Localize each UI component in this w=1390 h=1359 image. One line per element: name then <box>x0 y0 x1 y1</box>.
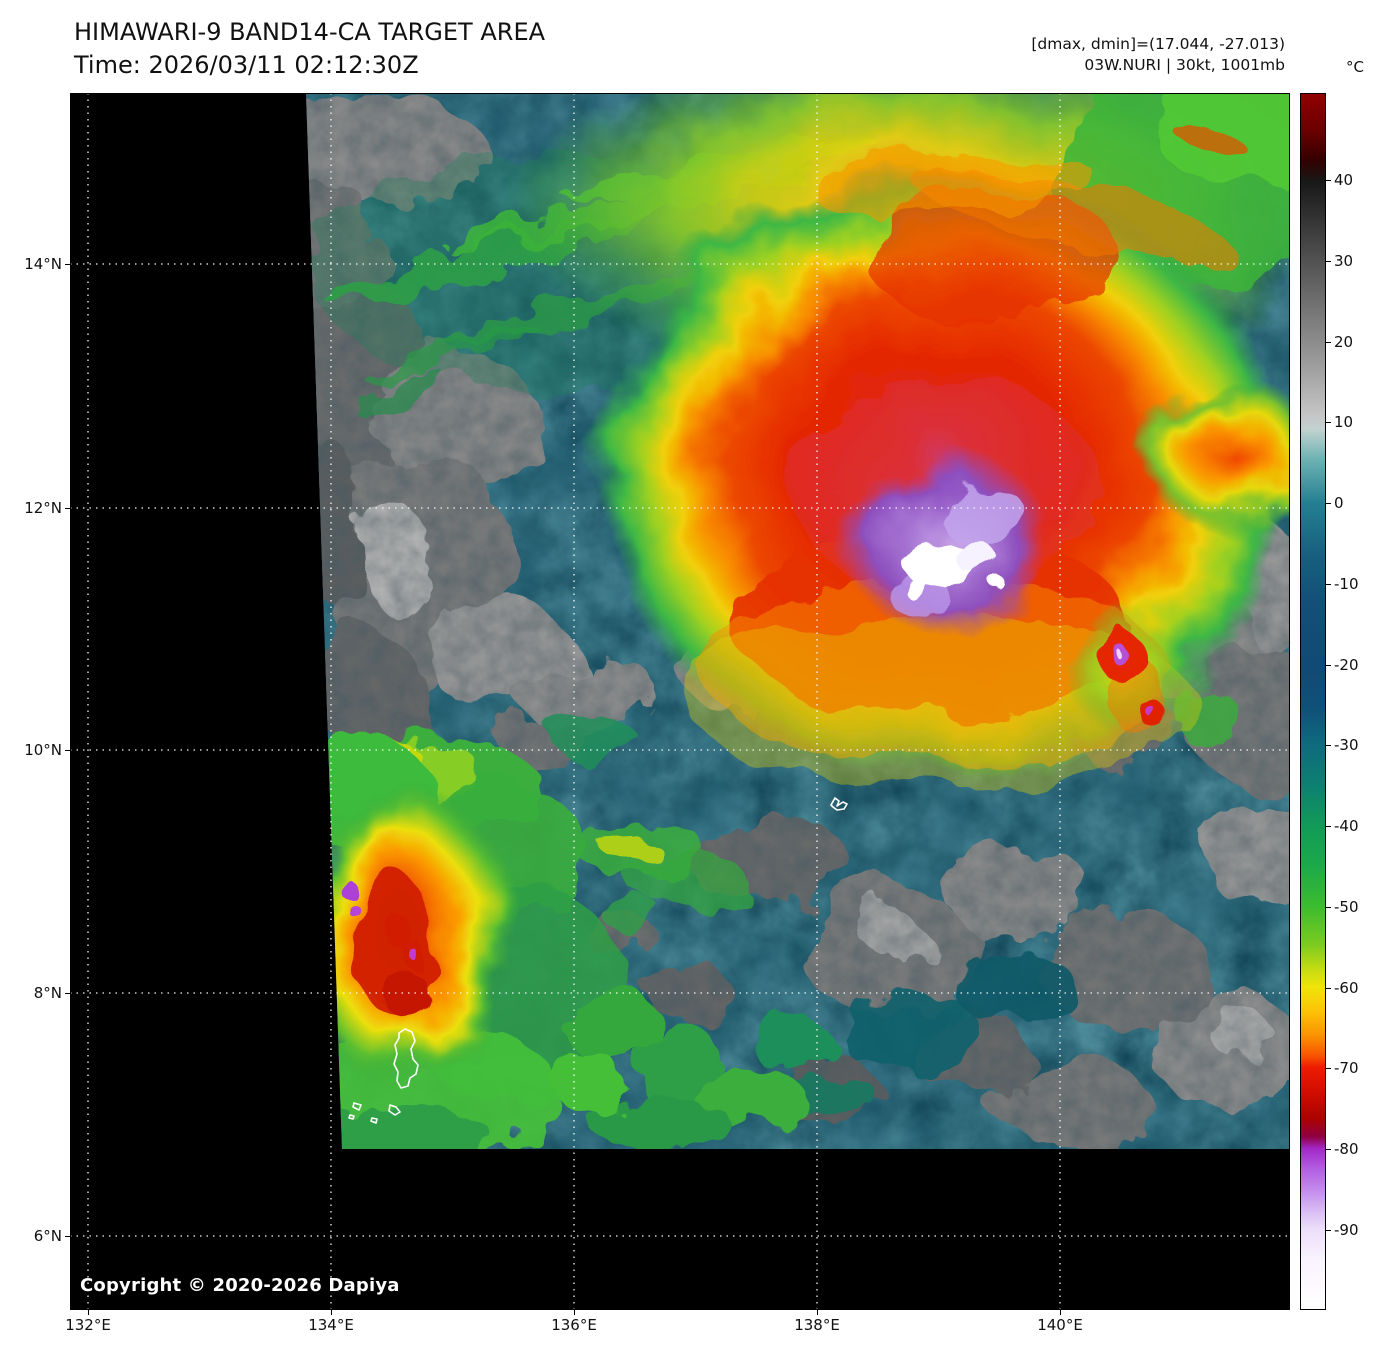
x-axis-tick-label: 138°E <box>794 1316 840 1334</box>
data-swath <box>306 93 1290 1149</box>
colorbar-tick-label: -90 <box>1334 1221 1359 1239</box>
colorbar-tick <box>1326 988 1331 989</box>
copyright-text: Copyright © 2020-2026 Dapiya <box>80 1275 400 1296</box>
title-block: HIMAWARI-9 BAND14-CA TARGET AREA Time: 2… <box>74 16 545 82</box>
teal-cloud-layer <box>550 708 1080 1113</box>
colorbar-tick <box>1326 422 1331 423</box>
plot-time: Time: 2026/03/11 02:12:30Z <box>74 51 419 79</box>
cyclone-layer <box>306 93 1290 1088</box>
colorbar-tick <box>1326 1230 1331 1231</box>
colorbar-tick <box>1326 1068 1331 1069</box>
colorbar-tick-label: -20 <box>1334 656 1359 674</box>
plot-frame <box>70 93 1290 1310</box>
colorbar-tick <box>1326 261 1331 262</box>
info-block: [dmax, dmin]=(17.044, -27.013) 03W.NURI … <box>885 34 1285 76</box>
y-axis-tick-label: 10°N <box>24 741 62 759</box>
x-axis-tick <box>1060 1310 1061 1315</box>
x-axis-tick <box>817 1310 818 1315</box>
x-axis-tick <box>574 1310 575 1315</box>
coastline-overlay <box>348 797 848 1124</box>
colorbar-tick <box>1326 1149 1331 1150</box>
y-axis-tick <box>65 750 70 751</box>
y-axis-tick <box>65 1236 70 1237</box>
x-axis-tick-label: 136°E <box>551 1316 597 1334</box>
grid-lines <box>70 93 1290 1310</box>
y-axis-tick <box>65 993 70 994</box>
colorbar-tick-label: -40 <box>1334 817 1359 835</box>
y-axis-tick-label: 6°N <box>33 1227 62 1245</box>
y-axis-tick-label: 8°N <box>33 984 62 1002</box>
colorbar-tick <box>1326 180 1331 181</box>
colorbar-tick <box>1326 503 1331 504</box>
colorbar-tick-label: -60 <box>1334 979 1359 997</box>
colorbar-tick-label: -10 <box>1334 575 1359 593</box>
colorbar-tick-label: 0 <box>1334 494 1344 512</box>
y-axis-tick <box>65 264 70 265</box>
x-axis-tick-label: 134°E <box>308 1316 354 1334</box>
y-axis-tick-label: 14°N <box>24 255 62 273</box>
colorbar-tick-label: 30 <box>1334 252 1354 270</box>
satellite-image-canvas <box>70 93 1290 1310</box>
plot-title: HIMAWARI-9 BAND14-CA TARGET AREA <box>74 18 546 46</box>
y-axis-tick <box>65 508 70 509</box>
colorbar-tick <box>1326 826 1331 827</box>
colorbar-tick <box>1326 342 1331 343</box>
x-axis-tick <box>88 1310 89 1315</box>
x-axis-tick <box>331 1310 332 1315</box>
y-axis-tick-label: 12°N <box>24 499 62 517</box>
colorbar-tick <box>1326 907 1331 908</box>
map-plot: Copyright © 2020-2026 Dapiya <box>70 93 1290 1310</box>
colorbar-tick-label: 10 <box>1334 413 1354 431</box>
colorbar <box>1300 93 1326 1310</box>
dmax-dmin-readout: [dmax, dmin]=(17.044, -27.013) <box>1031 35 1285 53</box>
colorbar-tick-label: -70 <box>1334 1059 1359 1077</box>
colorbar-tick-label: -80 <box>1334 1140 1359 1158</box>
colorbar-tick <box>1326 665 1331 666</box>
colorbar-tick <box>1326 584 1331 585</box>
colorbar-tick-label: -30 <box>1334 736 1359 754</box>
colorbar-tick-label: 20 <box>1334 333 1354 351</box>
x-axis-tick-label: 132°E <box>65 1316 111 1334</box>
colorbar-tick-label: 40 <box>1334 171 1354 189</box>
x-axis-tick-label: 140°E <box>1037 1316 1083 1334</box>
storm-readout: 03W.NURI | 30kt, 1001mb <box>1084 56 1285 74</box>
colorbar-tick-label: -50 <box>1334 898 1359 916</box>
celsius-unit-label: °C <box>1346 58 1364 76</box>
colorbar-tick <box>1326 745 1331 746</box>
